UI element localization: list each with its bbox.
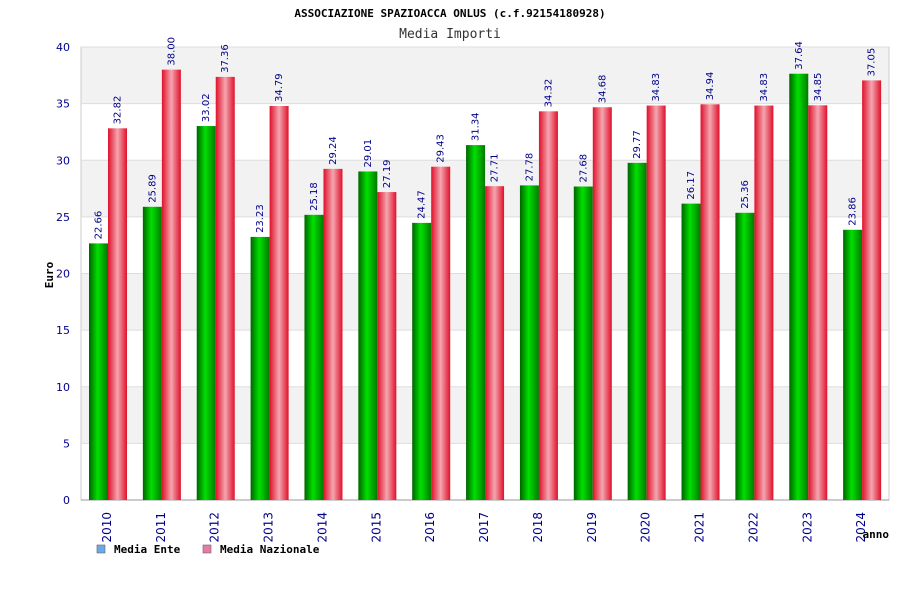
- legend-label: Media Ente: [114, 543, 181, 556]
- chart-title: ASSOCIAZIONE SPAZIOACCA ONLUS (c.f.92154…: [294, 7, 605, 20]
- x-tick-label: 2018: [531, 512, 545, 543]
- data-label: 27.78: [524, 153, 535, 182]
- x-tick-label: 2016: [423, 512, 437, 543]
- x-tick-label: 2023: [800, 512, 814, 543]
- data-label: 29.01: [363, 139, 374, 168]
- data-label: 31.34: [471, 112, 482, 141]
- data-label: 34.79: [274, 73, 285, 102]
- data-label: 22.66: [94, 211, 105, 240]
- y-tick-label: 10: [56, 381, 70, 394]
- bar-media-nazionale: [377, 192, 397, 501]
- bar-media-ente: [142, 206, 162, 500]
- bar-media-ente: [196, 126, 216, 501]
- bar-media-nazionale: [646, 105, 666, 501]
- x-tick-label: 2013: [262, 512, 276, 543]
- x-tick-label: 2024: [854, 512, 868, 543]
- bar-media-nazionale: [808, 105, 828, 500]
- x-tick-label: 2022: [746, 512, 760, 543]
- data-label: 37.36: [220, 44, 231, 73]
- bar-media-nazionale: [215, 76, 235, 500]
- data-label: 27.71: [490, 154, 501, 183]
- data-label: 33.02: [201, 93, 212, 122]
- data-labels: 22.66 32.82 25.89 38.00 33.02 37.36 23.23 34.79…: [94, 37, 878, 239]
- bar-media-ente: [843, 229, 863, 500]
- data-label: 34.83: [759, 73, 770, 102]
- bar-media-ente: [358, 171, 378, 501]
- x-tick-label: 2021: [693, 512, 707, 543]
- x-tick-label: 2017: [477, 512, 491, 543]
- x-tick-label: 2011: [154, 512, 168, 543]
- x-tick-label: 2014: [315, 512, 329, 543]
- y-tick-label: 25: [56, 211, 70, 224]
- data-label: 25.36: [740, 180, 751, 209]
- data-label: 34.68: [597, 75, 608, 104]
- bar-media-nazionale: [700, 104, 720, 500]
- y-tick-label: 5: [63, 437, 70, 450]
- bar-media-ente: [627, 162, 647, 501]
- data-label: 23.23: [255, 204, 266, 233]
- x-axis-ticks: 2010 2011 2012 2013 2014 2015 2016 2017 2018 2019…: [100, 512, 868, 543]
- data-label: 34.83: [651, 73, 662, 102]
- x-tick-label: 2019: [585, 512, 599, 543]
- plot-band: [81, 47, 889, 104]
- x-tick-label: 2012: [208, 512, 222, 543]
- y-axis-ticks: 0 5 10 15 20 25 30 35 40: [56, 41, 70, 507]
- legend-swatch: [202, 544, 212, 554]
- bar-media-ente: [250, 236, 270, 500]
- data-label: 34.94: [705, 72, 716, 101]
- x-tick-label: 2015: [369, 512, 383, 543]
- data-label: 26.17: [686, 171, 697, 200]
- bar-media-ente: [89, 243, 108, 501]
- bar-media-ente: [681, 203, 701, 500]
- legend-swatch: [96, 544, 106, 554]
- y-axis-label: Euro: [43, 261, 56, 288]
- bar-media-nazionale: [108, 128, 127, 500]
- data-label: 29.43: [436, 134, 447, 163]
- y-tick-label: 15: [56, 324, 70, 337]
- bar-media-nazionale: [323, 168, 343, 500]
- bar-media-nazionale: [862, 80, 882, 500]
- x-axis-label: anno: [863, 528, 890, 541]
- x-tick-label: 2020: [639, 512, 653, 543]
- x-tick-label: 2010: [100, 512, 114, 543]
- bar-media-nazionale: [592, 107, 612, 501]
- data-label: 32.82: [113, 96, 124, 125]
- bar-media-ente: [466, 145, 486, 500]
- data-label: 29.77: [632, 130, 643, 159]
- y-tick-label: 35: [56, 98, 70, 111]
- bar-media-ente: [519, 185, 539, 501]
- bar-media-nazionale: [538, 111, 558, 501]
- y-tick-label: 0: [63, 494, 70, 507]
- y-tick-label: 20: [56, 268, 70, 281]
- bar-media-ente: [304, 214, 324, 501]
- data-label: 37.05: [867, 48, 878, 77]
- legend: Media Ente Media Nazionale: [96, 543, 320, 556]
- data-label: 25.89: [147, 174, 158, 203]
- bar-media-nazionale: [161, 69, 181, 501]
- data-label: 27.19: [382, 159, 393, 188]
- bar-media-nazionale: [754, 105, 774, 501]
- bar-media-ente: [412, 222, 432, 500]
- y-tick-label: 30: [56, 154, 70, 167]
- bar-media-ente: [735, 212, 755, 500]
- data-label: 37.64: [794, 41, 805, 70]
- data-label: 29.24: [328, 136, 339, 165]
- legend-label: Media Nazionale: [220, 543, 320, 556]
- y-tick-label: 40: [56, 41, 70, 54]
- chart-subtitle: Media Importi: [399, 27, 501, 42]
- bars: [89, 69, 882, 501]
- data-label: 34.85: [813, 73, 824, 102]
- data-label: 25.18: [309, 182, 320, 211]
- bar-media-nazionale: [431, 166, 451, 500]
- bar-media-nazionale: [485, 186, 505, 500]
- data-label: 23.86: [848, 197, 859, 226]
- bar-media-nazionale: [269, 106, 289, 501]
- data-label: 24.47: [417, 190, 428, 219]
- data-label: 34.32: [543, 79, 554, 108]
- bar-media-ente: [789, 73, 809, 501]
- data-label: 38.00: [166, 37, 177, 66]
- bar-media-ente: [573, 186, 593, 501]
- data-label: 27.68: [578, 154, 589, 183]
